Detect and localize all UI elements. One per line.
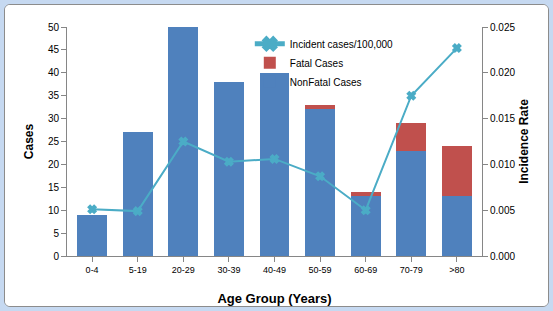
svg-text:15: 15 [48,182,60,193]
svg-text:NonFatal Cases: NonFatal Cases [290,77,362,88]
svg-text:35: 35 [48,90,60,101]
svg-text:10: 10 [48,205,60,216]
svg-text:30: 30 [48,113,60,124]
svg-text:0.010: 0.010 [490,159,515,170]
svg-text:>80: >80 [449,265,464,275]
svg-text:Fatal Cases: Fatal Cases [290,58,343,69]
svg-text:40-49: 40-49 [263,265,286,275]
svg-text:0.005: 0.005 [490,205,515,216]
svg-text:0: 0 [53,251,59,262]
svg-text:45: 45 [48,44,60,55]
svg-text:30-39: 30-39 [217,265,240,275]
svg-text:50-59: 50-59 [309,265,332,275]
svg-text:0.020: 0.020 [490,67,515,78]
svg-text:5-19: 5-19 [129,265,147,275]
svg-text:50: 50 [48,22,60,33]
svg-text:Incidence Rate: Incidence Rate [517,99,531,184]
svg-text:0.025: 0.025 [490,22,515,33]
svg-text:20: 20 [48,159,60,170]
svg-text:Cases: Cases [22,124,36,160]
svg-text:70-79: 70-79 [400,265,423,275]
svg-text:0.000: 0.000 [490,251,515,262]
svg-text:0.015: 0.015 [490,113,515,124]
svg-text:20-29: 20-29 [172,265,195,275]
svg-text:Age Group (Years): Age Group (Years) [217,291,331,306]
svg-text:40: 40 [48,67,60,78]
svg-text:Incident cases/100,000: Incident cases/100,000 [290,39,393,50]
svg-text:60-69: 60-69 [354,265,377,275]
svg-text:0-4: 0-4 [86,265,99,275]
svg-text:5: 5 [53,228,59,239]
svg-text:25: 25 [48,136,60,147]
